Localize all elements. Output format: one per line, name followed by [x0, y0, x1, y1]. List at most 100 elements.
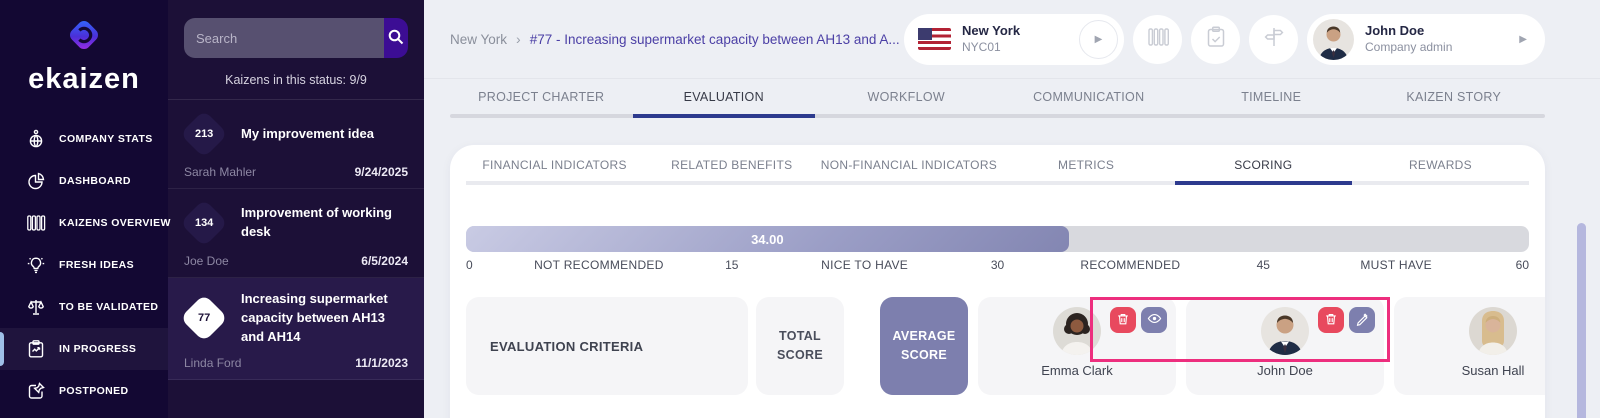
- kaizen-list-panel: Kaizens in this status: 9/9 213 My impro…: [168, 0, 424, 418]
- evaluator-cell-john-doe: John Doe: [1186, 297, 1384, 395]
- kaizen-author: Sarah Mahler: [184, 165, 257, 179]
- user-role: Company admin: [1365, 39, 1453, 54]
- tab-workflow[interactable]: WORKFLOW: [815, 90, 998, 118]
- kaizen-id-badge: 134: [179, 198, 229, 248]
- location-expand-button[interactable]: ▶: [1079, 19, 1118, 59]
- chevron-right-icon: ›: [516, 31, 521, 47]
- subtab-metrics[interactable]: METRICS: [997, 158, 1175, 185]
- logo[interactable]: ekaizen: [0, 0, 168, 96]
- average-score-header-cell: AVERAGE SCORE: [880, 297, 968, 395]
- signpost-icon: [1262, 25, 1286, 54]
- kaizen-list-item[interactable]: 213 My improvement idea Sarah Mahler 9/2…: [168, 100, 424, 189]
- location-name: New York: [962, 23, 1021, 39]
- tab-evaluation[interactable]: EVALUATION: [632, 90, 815, 118]
- user-menu[interactable]: John Doe Company admin ▶: [1307, 13, 1545, 65]
- main-content: New York › #77 - Increasing supermarket …: [424, 0, 1600, 418]
- tasks-shortcut-button[interactable]: [1191, 14, 1240, 64]
- score-gauge-track: 34.00: [466, 226, 1529, 252]
- play-arrow-icon: ▶: [1094, 33, 1103, 45]
- delete-button[interactable]: [1318, 307, 1344, 333]
- sidebar-item-label: TO BE VALIDATED: [59, 301, 159, 313]
- magnifier-icon: [387, 28, 405, 49]
- delete-button[interactable]: [1110, 307, 1136, 333]
- location-code: NYC01: [962, 39, 1001, 54]
- breadcrumb: New York › #77 - Increasing supermarket …: [450, 31, 900, 47]
- subtab-financial-indicators[interactable]: FINANCIAL INDICATORS: [466, 158, 644, 185]
- kaizen-title: Increasing supermarket capacity between …: [241, 291, 388, 344]
- subtab-rewards[interactable]: REWARDS: [1351, 158, 1530, 185]
- kaizen-id-badge: 77: [179, 294, 229, 343]
- kaizens-bars-icon: [1146, 25, 1170, 54]
- sidebar-item-kaizens-overview[interactable]: KAIZENS OVERVIEW: [0, 202, 170, 244]
- scale-zone-label: MUST HAVE: [1360, 258, 1432, 272]
- total-score-header-cell: TOTAL SCORE: [756, 297, 844, 395]
- sidebar-item-fresh-ideas[interactable]: FRESH IDEAS: [0, 244, 168, 286]
- subtab-non-financial-indicators[interactable]: NON-FINANCIAL INDICATORS: [820, 158, 998, 185]
- play-arrow-icon: ▶: [1519, 33, 1527, 45]
- avatar: [1261, 307, 1309, 355]
- scale-tick: 0: [466, 258, 473, 272]
- user-expand-button[interactable]: ▶: [1511, 34, 1535, 45]
- tab-project-charter[interactable]: PROJECT CHARTER: [450, 90, 633, 118]
- eye-icon: [1147, 311, 1162, 329]
- subtab-scoring[interactable]: SCORING: [1174, 158, 1352, 185]
- vertical-scrollbar[interactable]: [1577, 223, 1586, 418]
- tab-communication[interactable]: COMMUNICATION: [997, 90, 1180, 118]
- kaizen-id-badge: 213: [179, 109, 229, 159]
- sidebar-nav: COMPANY STATS DASHBOARD KAIZENS OVERVIEW: [0, 118, 170, 412]
- kaizen-title: Improvement of working desk: [241, 205, 392, 239]
- evaluator-name: Emma Clark: [1041, 363, 1113, 378]
- subtab-related-benefits[interactable]: RELATED BENEFITS: [643, 158, 821, 185]
- kaizen-list-item[interactable]: 134 Improvement of working desk Joe Doe …: [168, 189, 424, 278]
- scale-tick: 60: [1515, 258, 1529, 272]
- kaizen-date: 6/5/2024: [361, 254, 408, 268]
- lightbulb-icon: [26, 255, 46, 275]
- sidebar-item-label: FRESH IDEAS: [59, 259, 134, 271]
- avatar: [1313, 18, 1354, 60]
- kaizens-overview-shortcut-button[interactable]: [1133, 14, 1182, 64]
- view-button[interactable]: [1141, 307, 1167, 333]
- search-button[interactable]: [384, 18, 408, 58]
- sidebar-item-in-progress[interactable]: IN PROGRESS: [0, 328, 168, 370]
- search-input[interactable]: [184, 18, 384, 58]
- avatar: [1469, 307, 1517, 355]
- scale-zone-label: NOT RECOMMENDED: [534, 258, 664, 272]
- sidebar: ekaizen COMPANY STATS DASHBOARD: [0, 0, 170, 418]
- scales-icon: [26, 297, 46, 317]
- evaluator-cell-susan-hall: Susan Hall: [1394, 297, 1545, 395]
- evaluation-subtabs: FINANCIAL INDICATORS RELATED BENEFITS NO…: [466, 158, 1530, 185]
- pencil-icon: [1355, 312, 1369, 329]
- scoring-table: EVALUATION CRITERIA TOTAL SCORE AVERAGE …: [466, 297, 1545, 395]
- kaizen-date: 9/24/2025: [354, 165, 408, 179]
- sidebar-item-label: IN PROGRESS: [59, 343, 137, 355]
- ekaizen-diamond-icon: [63, 14, 105, 61]
- workflow-shortcut-button[interactable]: [1249, 14, 1298, 64]
- tab-kaizen-story[interactable]: KAIZEN STORY: [1362, 90, 1545, 118]
- sidebar-item-dashboard[interactable]: DASHBOARD: [0, 160, 168, 202]
- avatar: [1053, 307, 1101, 355]
- criteria-header-cell: EVALUATION CRITERIA: [466, 297, 748, 395]
- globe-pin-icon: [26, 129, 46, 149]
- topbar: New York › #77 - Increasing supermarket …: [424, 0, 1600, 79]
- scale-zone-label: RECOMMENDED: [1080, 258, 1181, 272]
- tab-timeline[interactable]: TIMELINE: [1180, 90, 1363, 118]
- trash-icon: [1116, 312, 1130, 329]
- breadcrumb-current: #77 - Increasing supermarket capacity be…: [529, 31, 900, 47]
- kaizen-list-item-selected[interactable]: 77 Increasing supermarket capacity betwe…: [168, 278, 424, 380]
- pie-chart-icon: [26, 171, 46, 191]
- sidebar-item-company-stats[interactable]: COMPANY STATS: [0, 118, 168, 160]
- breadcrumb-parent[interactable]: New York: [450, 31, 508, 47]
- score-scale: 0 NOT RECOMMENDED 15 NICE TO HAVE 30 REC…: [466, 258, 1529, 276]
- clipboard-progress-icon: [26, 339, 46, 359]
- user-name: John Doe: [1365, 23, 1425, 39]
- sidebar-item-to-be-validated[interactable]: TO BE VALIDATED: [0, 286, 168, 328]
- scale-tick: 45: [1256, 258, 1270, 272]
- edit-button[interactable]: [1349, 307, 1375, 333]
- location-selector[interactable]: New York NYC01 ▶: [904, 13, 1124, 65]
- sidebar-item-label: COMPANY STATS: [59, 133, 153, 145]
- score-value: 34.00: [751, 231, 784, 247]
- sidebar-item-postponed[interactable]: POSTPONED: [0, 370, 168, 412]
- bars-icon: [26, 213, 46, 233]
- kaizen-title: My improvement idea: [241, 125, 374, 141]
